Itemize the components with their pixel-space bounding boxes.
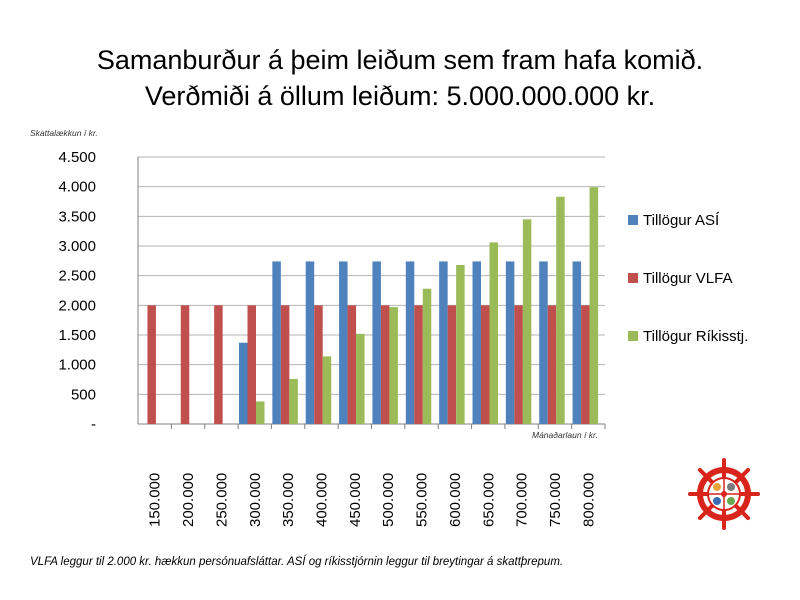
bar	[380, 305, 390, 424]
bar	[522, 219, 532, 424]
y-tick-label: 4.500	[58, 149, 96, 166]
bar	[405, 261, 415, 424]
y-tick-label: 4.000	[58, 179, 96, 196]
bar	[314, 305, 323, 424]
y-tick-label: 2.000	[58, 297, 96, 314]
x-tick-label: 250.000	[213, 473, 230, 527]
bar	[456, 264, 465, 424]
y-axis-label: Skattalækkun í kr.	[30, 128, 98, 138]
y-tick-label: 3.500	[58, 208, 96, 225]
bar	[581, 305, 590, 424]
x-tick-label: 150.000	[147, 473, 164, 527]
bar	[372, 261, 381, 424]
bar	[289, 378, 298, 424]
footnote: VLFA leggur til 2.000 kr. hækkun persónu…	[30, 556, 564, 568]
y-tick-label: -	[91, 416, 96, 433]
x-tick-label: 750.000	[547, 473, 564, 527]
y-tick-label: 1.000	[58, 357, 96, 374]
x-tick-label: 300.000	[247, 473, 264, 527]
x-axis-label: Mánaðarlaun í kr.	[532, 430, 598, 440]
bar	[280, 305, 290, 424]
bar	[272, 261, 281, 424]
bar	[389, 307, 398, 424]
x-tick-label: 400.000	[313, 473, 330, 527]
bar	[514, 305, 523, 424]
x-tick-label: 800.000	[580, 473, 597, 527]
bar	[556, 196, 565, 424]
y-tick-label: 500	[71, 386, 96, 403]
bar	[305, 261, 315, 424]
bar	[422, 288, 432, 424]
bar	[439, 261, 448, 424]
y-tick-label: 3.000	[58, 238, 96, 255]
bar	[489, 242, 498, 424]
chart-title-line2: Verðmiði á öllum leiðum: 5.000.000.000 k…	[144, 81, 656, 111]
bar	[347, 305, 357, 424]
bar	[356, 333, 365, 424]
legend-swatch	[628, 273, 638, 283]
bar	[589, 187, 599, 424]
bar	[505, 261, 515, 424]
x-tick-label: 600.000	[447, 473, 464, 527]
bar	[414, 305, 423, 424]
legend-entry: Tillögur Ríkisstj.	[643, 328, 748, 345]
legend-entry: Tillögur VLFA	[643, 270, 732, 287]
bar	[239, 342, 248, 424]
y-tick-label: 1.500	[58, 327, 96, 344]
x-tick-label: 550.000	[414, 473, 431, 527]
x-tick-label: 650.000	[480, 473, 497, 527]
bar	[472, 261, 481, 424]
bar	[572, 261, 582, 424]
chart-title-line1: Samanburður á þeim leiðum sem fram hafa …	[96, 45, 704, 75]
bar	[247, 305, 256, 424]
chart-title: Samanburður á þeim leiðum sem fram hafa …	[0, 42, 800, 114]
bar	[447, 305, 457, 424]
bar	[539, 261, 548, 424]
y-tick-label: 2.500	[58, 268, 96, 285]
x-tick-label: 700.000	[514, 473, 531, 527]
bar	[322, 356, 332, 424]
bar-chart: - 500 1.000 1.500 2.000 2.500 3.000 3.500 4.000 4…	[30, 128, 748, 527]
bar	[481, 305, 490, 424]
legend-swatch	[628, 331, 638, 341]
bar	[339, 261, 348, 424]
x-tick-label: 200.000	[180, 473, 197, 527]
bar	[547, 305, 557, 424]
x-tick-label: 450.000	[347, 473, 364, 527]
ship-wheel-logo-icon	[688, 458, 760, 530]
bar	[147, 305, 156, 424]
bar	[180, 305, 190, 424]
x-tick-label: 500.000	[380, 473, 397, 527]
bar	[256, 401, 265, 424]
legend-entry: Tillögur ASÍ	[643, 212, 720, 229]
x-tick-label: 350.000	[280, 473, 297, 527]
legend-swatch	[628, 215, 638, 225]
bar	[214, 305, 223, 424]
